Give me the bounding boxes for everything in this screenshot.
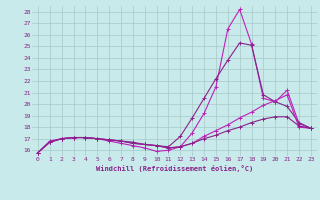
- X-axis label: Windchill (Refroidissement éolien,°C): Windchill (Refroidissement éolien,°C): [96, 165, 253, 172]
